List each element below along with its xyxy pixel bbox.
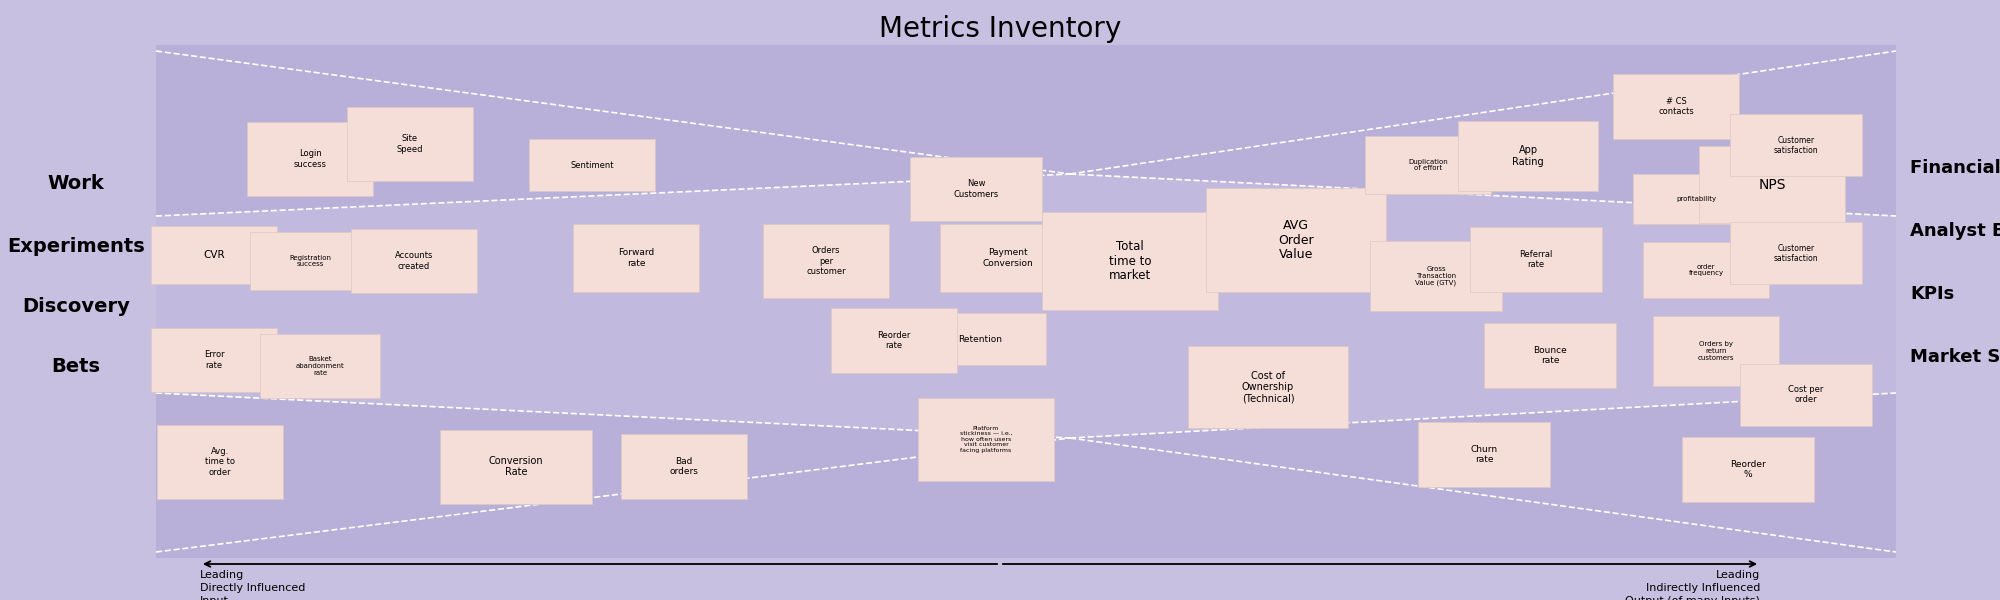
Text: Market Share: Market Share [1910, 348, 2000, 366]
Text: Referral
rate: Referral rate [1520, 250, 1552, 269]
Text: Churn
rate: Churn rate [1470, 445, 1498, 464]
FancyBboxPatch shape [1682, 437, 1814, 502]
FancyBboxPatch shape [528, 139, 654, 191]
FancyBboxPatch shape [1364, 136, 1492, 194]
Text: Total
time to
market: Total time to market [1108, 240, 1152, 282]
Text: NPS: NPS [1758, 178, 1786, 192]
Text: Bets: Bets [52, 356, 100, 376]
Text: Analyst Briefings: Analyst Briefings [1910, 222, 2000, 240]
FancyBboxPatch shape [156, 45, 1896, 558]
Text: New
Customers: New Customers [954, 179, 998, 199]
Text: Basket
abandonment
rate: Basket abandonment rate [296, 356, 344, 376]
FancyBboxPatch shape [1458, 121, 1598, 191]
FancyBboxPatch shape [152, 328, 276, 392]
Text: Metrics Inventory: Metrics Inventory [878, 15, 1122, 43]
FancyBboxPatch shape [918, 398, 1054, 481]
FancyBboxPatch shape [1418, 422, 1550, 487]
Text: Site
Speed: Site Speed [396, 134, 424, 154]
Text: Accounts
created: Accounts created [394, 251, 434, 271]
Text: Gross
Transaction
Value (GTV): Gross Transaction Value (GTV) [1416, 266, 1456, 286]
Text: AVG
Order
Value: AVG Order Value [1278, 219, 1314, 261]
Text: CVR: CVR [204, 250, 224, 260]
Text: Bad
orders: Bad orders [670, 457, 698, 476]
Text: KPIs: KPIs [1910, 285, 1954, 303]
Text: Customer
satisfaction: Customer satisfaction [1774, 244, 1818, 263]
FancyBboxPatch shape [832, 308, 958, 373]
FancyBboxPatch shape [1612, 74, 1738, 139]
Text: Cost of
Ownership
(Technical): Cost of Ownership (Technical) [1242, 371, 1294, 403]
FancyBboxPatch shape [574, 224, 700, 292]
FancyBboxPatch shape [1484, 323, 1616, 388]
FancyBboxPatch shape [620, 434, 748, 499]
FancyBboxPatch shape [348, 107, 474, 181]
Text: Leading
Indirectly Influenced
Output (of many Inputs)
“Fuction of doing things r: Leading Indirectly Influenced Output (of… [1592, 570, 1760, 600]
Text: Reorder
%: Reorder % [1730, 460, 1766, 479]
Text: Platform
stickiness — i.e.,
how often users
visit customer
facing platforms: Platform stickiness — i.e., how often us… [960, 425, 1012, 453]
Text: Orders
per
customer: Orders per customer [806, 247, 846, 275]
FancyBboxPatch shape [1370, 241, 1502, 311]
Text: profitability: profitability [1676, 196, 1716, 202]
FancyBboxPatch shape [352, 229, 478, 293]
Text: Discovery: Discovery [22, 296, 130, 316]
Text: Customer
satisfaction: Customer satisfaction [1774, 136, 1818, 155]
Text: Payment
Conversion: Payment Conversion [982, 248, 1034, 268]
Text: Leading
Directly Influenced
Input
“Within our control”
Days to impact: Leading Directly Influenced Input “Withi… [200, 570, 312, 600]
FancyBboxPatch shape [1730, 114, 1862, 176]
Text: Duplication
of effort: Duplication of effort [1408, 158, 1448, 172]
FancyBboxPatch shape [1652, 316, 1780, 386]
Text: Bounce
rate: Bounce rate [1534, 346, 1566, 365]
FancyBboxPatch shape [260, 334, 380, 398]
FancyBboxPatch shape [940, 224, 1076, 292]
FancyBboxPatch shape [1632, 174, 1760, 224]
Text: App
Rating: App Rating [1512, 145, 1544, 167]
FancyBboxPatch shape [1470, 227, 1602, 292]
Text: Avg.
time to
order: Avg. time to order [206, 448, 236, 476]
FancyBboxPatch shape [1740, 364, 1872, 426]
FancyBboxPatch shape [156, 425, 284, 499]
FancyBboxPatch shape [1700, 146, 1846, 223]
Text: order
frequency: order frequency [1688, 263, 1724, 277]
FancyBboxPatch shape [1206, 188, 1386, 292]
FancyBboxPatch shape [910, 157, 1042, 221]
FancyBboxPatch shape [914, 313, 1046, 365]
Text: Conversion
Rate: Conversion Rate [488, 456, 544, 478]
Text: Orders by
return
customers: Orders by return customers [1698, 341, 1734, 361]
FancyBboxPatch shape [1188, 346, 1348, 428]
Text: Sentiment: Sentiment [570, 160, 614, 169]
FancyBboxPatch shape [250, 232, 370, 290]
Text: Experiments: Experiments [8, 236, 144, 256]
Text: Forward
rate: Forward rate [618, 248, 654, 268]
FancyBboxPatch shape [1730, 222, 1862, 284]
FancyBboxPatch shape [152, 226, 276, 284]
Text: Registration
success: Registration success [288, 254, 332, 268]
Polygon shape [156, 174, 1896, 438]
Text: Reorder
rate: Reorder rate [878, 331, 910, 350]
FancyBboxPatch shape [248, 122, 372, 196]
Text: # CS
contacts: # CS contacts [1658, 97, 1694, 116]
FancyBboxPatch shape [1644, 242, 1770, 298]
Text: Retention: Retention [958, 335, 1002, 343]
FancyBboxPatch shape [1042, 212, 1218, 310]
Text: Error
rate: Error rate [204, 350, 224, 370]
Text: Work: Work [48, 173, 104, 193]
Text: Cost per
order: Cost per order [1788, 385, 1824, 404]
Text: Financial Results: Financial Results [1910, 159, 2000, 177]
Text: Login
success: Login success [294, 149, 326, 169]
FancyBboxPatch shape [762, 224, 888, 298]
FancyBboxPatch shape [440, 430, 592, 504]
